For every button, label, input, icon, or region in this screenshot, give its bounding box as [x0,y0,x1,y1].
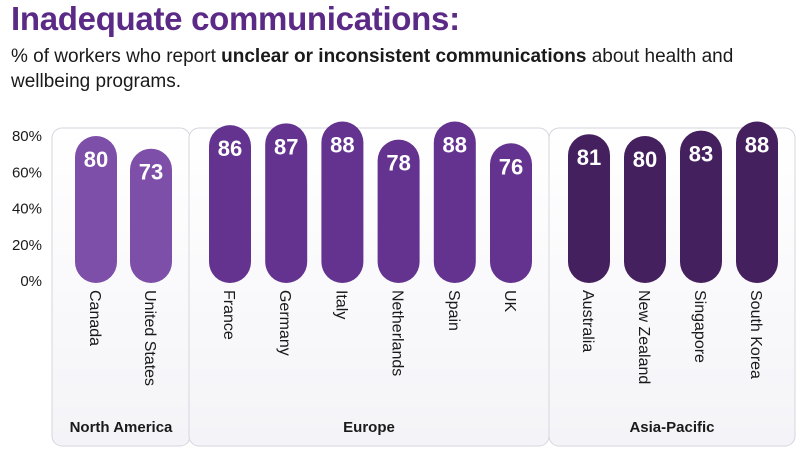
region-labels: North America Europe Asia-Pacific [70,419,715,436]
region-label: Europe [343,419,395,436]
bar [736,121,778,283]
x-tick-label: United States [141,290,158,386]
bar-value-label: 80 [84,147,108,172]
x-tick-label: South Korea [747,290,764,379]
bar-value-label: 88 [745,133,769,158]
chart-title: Inadequate communications: [11,0,460,37]
x-tick-label: Canada [86,290,103,346]
x-tick-label: France [220,290,237,340]
bar [433,121,476,283]
x-tick-label: Australia [579,290,596,352]
bar [130,148,172,283]
y-tick-label: 40% [12,201,42,218]
bar [490,143,532,283]
bar [624,136,666,283]
bar-value-label: 76 [499,154,523,179]
bar-value-label: 80 [633,147,657,172]
chart-subtitle: % of workers who report unclear or incon… [11,44,771,94]
bar-value-label: 78 [386,151,410,176]
x-tick-label: Germany [276,290,293,356]
bar-value-label: 87 [274,134,298,159]
bar-value-label: 83 [689,142,713,167]
y-tick-label: 60% [12,164,42,181]
bar [680,130,722,283]
bar-value-label: 73 [139,160,163,185]
x-tick-label: Spain [445,290,462,331]
bar-value-label: 81 [577,145,601,170]
region-label: Asia-Pacific [629,419,714,436]
y-tick-label: 0% [20,273,42,290]
subtitle-text: % of workers who report [11,46,222,67]
bars: 80 73 86 87 88 78 88 76 81 80 83 88 [75,121,778,283]
bar-value-label: 86 [218,136,242,161]
x-tick-label: New Zealand [635,290,652,384]
category-labels: Canada United States France Germany Italy Net… [86,290,764,386]
bar [265,123,308,283]
region-label: North America [70,419,173,436]
bar [209,125,251,283]
bar [568,134,610,283]
y-tick-label: 20% [12,237,42,254]
bar-value-label: 88 [330,133,354,158]
subtitle-emphasis: unclear or inconsistent communications [221,46,587,67]
x-tick-label: Singapore [691,290,708,363]
y-axis: 0% 20% 40% 60% 80% [12,128,42,290]
subtitle-text-end: about health and wellbeing programs. [11,46,734,92]
bar [321,121,364,283]
x-tick-label: Italy [332,290,349,319]
bar [377,139,420,283]
bar-value-label: 88 [443,133,467,158]
bar [75,136,117,283]
x-tick-label: Netherlands [389,290,406,376]
x-tick-label: UK [501,290,518,313]
y-tick-label: 80% [12,128,42,145]
region-panel-3 [548,127,796,447]
